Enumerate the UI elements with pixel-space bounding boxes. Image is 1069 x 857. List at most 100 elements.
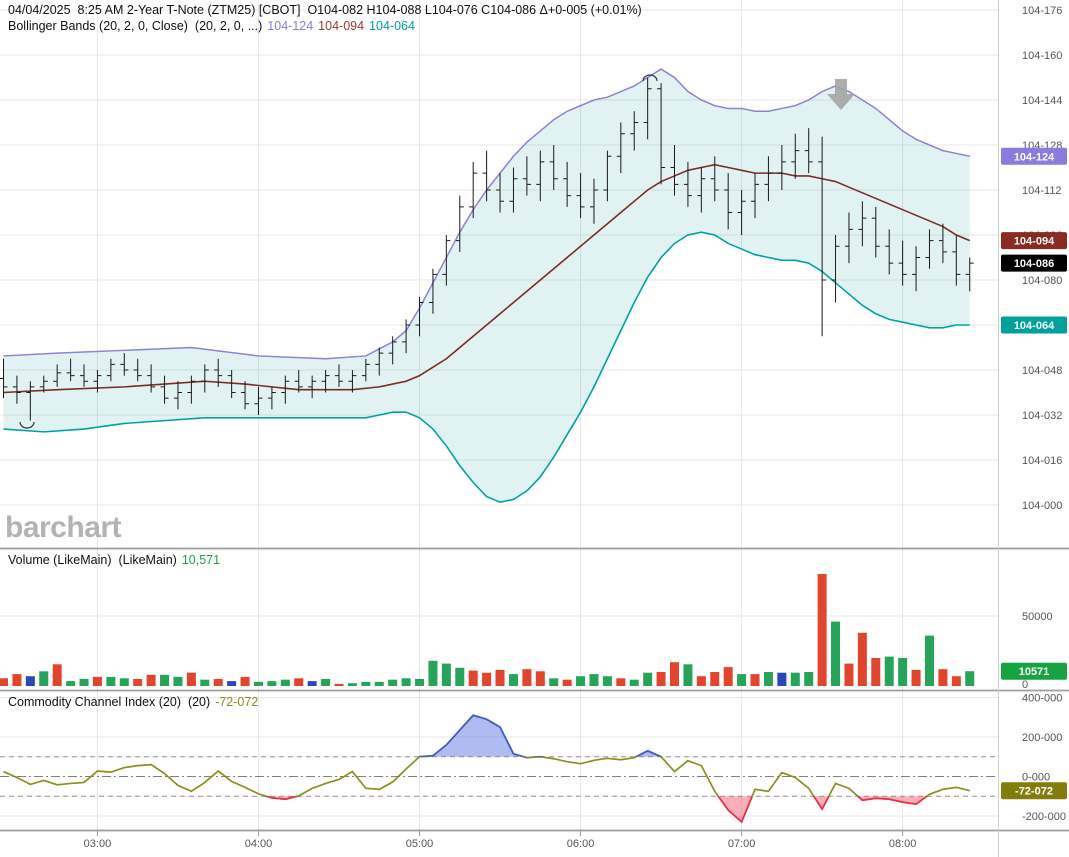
ohlc-bar [160,375,169,404]
volume-value: 10,571 [181,553,221,567]
volume-bar [160,674,170,686]
ohlc-bar [912,246,921,292]
cci-axis-label: -200-000 [1022,811,1066,823]
volume-bar [857,632,867,686]
volume-bar [374,681,384,686]
volume-bar [750,674,760,686]
volume-bar [482,672,492,686]
volume-study-label: Volume (LikeMain) (LikeMain) [8,553,177,567]
ohlc-bar [710,156,719,202]
volume-bar [415,679,425,686]
ohlc-bar [428,268,437,314]
ohlc-bar [120,353,129,376]
volume-bar [294,678,304,686]
volume-bar [495,669,505,686]
ohlc-bar [925,229,934,269]
volume-bar [307,681,317,686]
volume-bar [508,674,518,686]
volume-bar [213,679,223,686]
cci-value: -72-072 [215,695,259,709]
volume-bar [119,678,129,686]
volume-axis-label: 50000 [1022,611,1053,623]
ohlc-bar [952,235,961,286]
price-axis[interactable] [999,0,1069,830]
ohlc-bar [576,173,585,219]
price-axis-label: 104-016 [1022,455,1062,467]
volume-bar [898,658,908,686]
arc-high-annotation-icon [642,74,658,82]
ohlc-bar [522,156,531,196]
ohlc-bar [361,358,370,382]
ohlc-bar [26,381,35,421]
volume-bar [428,660,438,686]
volume-bar [549,678,559,686]
price-axis-label: 104-160 [1022,50,1062,62]
ohlc-bar [670,145,679,196]
bollinger-lower-badge [1001,316,1067,334]
volume-bar [924,635,934,686]
cci-last-badge [1001,782,1067,800]
volume-bar [535,671,545,686]
ohlc-bar [348,370,357,393]
ohlc-bar [173,381,182,410]
last-price-badge [1001,254,1067,272]
ohlc-bar [536,150,545,202]
ohlc-bar [603,150,612,202]
ohlc-bar [80,364,89,387]
volume-bar [52,664,62,686]
volume-bar [25,676,35,686]
volume-bar [629,679,639,686]
bollinger-lower-value: 104-064 [369,19,415,33]
arc-low-annotation-icon [19,421,35,429]
ohlc-bar [898,240,907,286]
volume-bar [723,667,733,686]
ohlc-bar [187,375,196,404]
volume-bar [696,676,706,686]
volume-bar [938,669,948,686]
volume-bar [240,676,250,686]
down-arrow-icon [827,79,855,110]
volume-bar [227,681,237,686]
ohlc-bar [509,167,518,213]
volume-bar [737,674,747,686]
bollinger-middle-band-line [3,163,971,394]
ohlc-bar [751,173,760,219]
bollinger-middle-badge [1001,232,1067,250]
price-axis-label: 104-000 [1022,500,1062,512]
ohlc-bar [871,206,880,258]
volume-bar [602,676,612,686]
volume-bar [468,670,478,686]
time-axis[interactable] [0,830,998,857]
volume-bar [656,672,666,686]
time-axis-label: 05:00 [406,838,434,850]
volume-bar [39,671,49,686]
cci-axis-label: 200-000 [1022,732,1062,744]
ohlc-bar [563,161,572,207]
volume-bar [951,676,961,686]
ohlc-bar [402,319,411,354]
ohlc-bar [697,167,706,213]
volume-bar [817,574,827,686]
volume-bar [616,678,626,686]
bollinger-study-label: Bollinger Bands (20, 2, 0, Close) (20, 2… [8,19,263,33]
volume-bar [790,672,800,686]
bollinger-middle-value: 104-094 [318,19,365,33]
ohlc-bar [335,364,343,387]
volume-bar [388,679,398,686]
ohlc-bar [657,83,666,185]
volume-bar [0,678,8,686]
volume-bar [710,672,720,686]
ohlc-bar [455,195,464,252]
ohlc-bar [66,358,75,382]
ohlc-bar [133,358,142,382]
time-axis-label: 08:00 [889,838,917,850]
volume-bar [522,669,532,686]
ohlc-bar [12,375,21,404]
bollinger-lower-badge-label: 104-064 [1014,320,1055,332]
ohlc-bar [616,122,625,174]
volume-bar [562,679,572,686]
volume-bar [133,679,143,686]
ohlc-bar [643,77,652,140]
ohlc-bar [724,173,733,230]
